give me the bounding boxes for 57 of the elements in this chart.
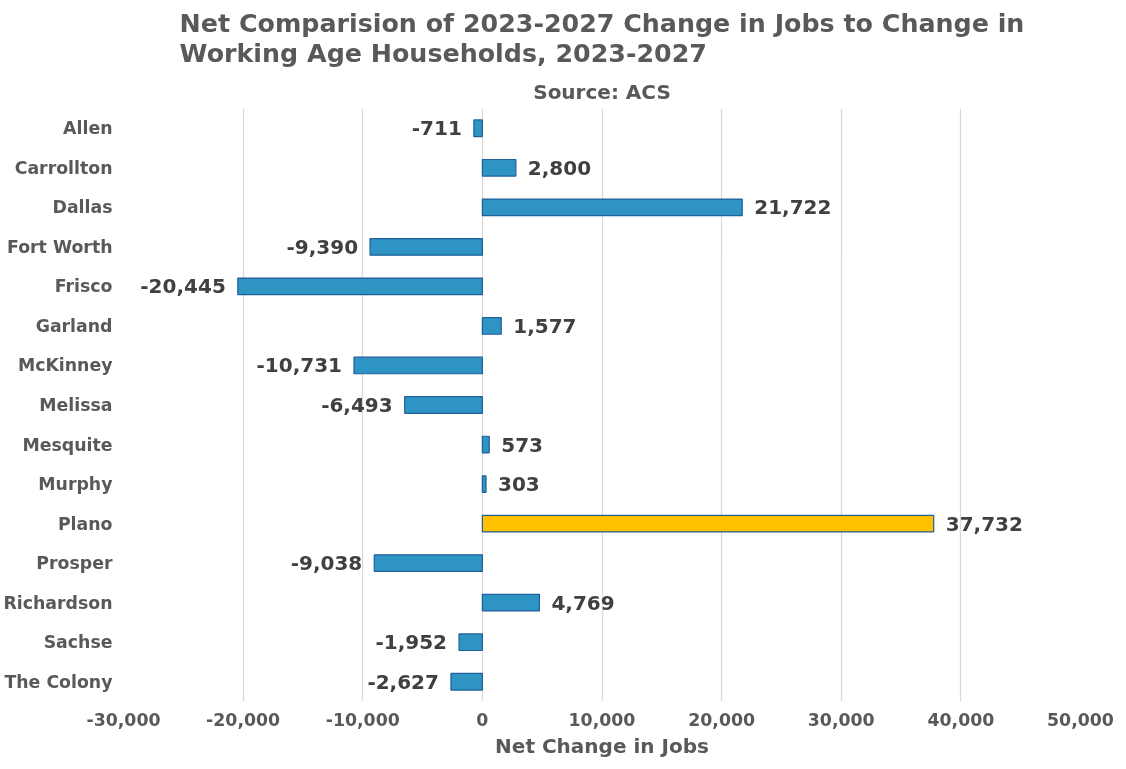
- y-tick-label: Garland: [35, 315, 113, 336]
- x-tick-label: 30,000: [807, 709, 875, 730]
- y-tick-label: Mesquite: [22, 434, 113, 455]
- x-tick-label: 0: [476, 709, 489, 730]
- data-label: 573: [501, 432, 543, 457]
- bar: [373, 554, 483, 573]
- data-label: 2,800: [527, 155, 592, 180]
- bar: [450, 672, 483, 691]
- bar: [481, 435, 490, 454]
- bar: [458, 633, 483, 652]
- y-tick-label: Prosper: [36, 553, 113, 574]
- x-tick-label: 40,000: [927, 709, 995, 730]
- data-label: -10,731: [256, 353, 343, 378]
- data-label: 21,722: [754, 195, 832, 220]
- data-label: 303: [498, 472, 540, 497]
- data-label: -9,038: [290, 551, 363, 576]
- x-tick-label: -20,000: [206, 709, 281, 730]
- chart-subtitle: Source: ACS: [533, 79, 671, 104]
- x-tick-label: 10,000: [568, 709, 636, 730]
- bar: [481, 317, 502, 335]
- data-label: -1,952: [375, 630, 448, 655]
- data-label: -9,390: [286, 234, 359, 259]
- x-tick-label: -30,000: [86, 709, 161, 730]
- y-tick-label: Murphy: [38, 474, 113, 495]
- x-axis-title: Net Change in Jobs: [495, 733, 709, 758]
- y-tick-label: McKinney: [17, 355, 113, 376]
- x-tick-label: 50,000: [1047, 709, 1114, 730]
- bar: [481, 475, 487, 493]
- y-tick-label: Plano: [57, 513, 113, 534]
- data-label: -20,445: [140, 274, 226, 299]
- y-tick-label: Frisco: [54, 276, 113, 297]
- bar: [404, 396, 483, 414]
- y-tick-label: Sachse: [43, 632, 113, 653]
- y-tick-label: Richardson: [3, 592, 113, 613]
- data-label: -711: [411, 116, 462, 141]
- y-tick-label: Allen: [63, 118, 113, 139]
- bar: [369, 237, 483, 256]
- data-label: 37,732: [945, 511, 1023, 536]
- y-tick-label: Fort Worth: [7, 236, 113, 257]
- y-tick-label: Melissa: [39, 395, 113, 415]
- bar: [481, 158, 517, 177]
- x-tick-label: -10,000: [325, 709, 400, 730]
- bar: [237, 277, 483, 296]
- y-tick-label: Carrollton: [14, 157, 113, 178]
- x-tick-label: 20,000: [688, 709, 756, 730]
- data-label: -2,627: [367, 669, 439, 694]
- bar: [473, 119, 483, 138]
- data-label: -6,493: [321, 393, 393, 417]
- data-label: 1,577: [513, 313, 577, 338]
- bar: [481, 198, 743, 217]
- bar: [481, 514, 935, 533]
- y-tick-label: Dallas: [52, 197, 113, 218]
- bar: [353, 356, 483, 375]
- y-tick-label: The Colony: [4, 671, 113, 692]
- chart-title: Net Comparision of 2023-2027 Change in Jobs to Change in Working Age Households, 2023-2027: [179, 7, 1025, 68]
- bar: [481, 593, 541, 612]
- data-label: 4,769: [551, 590, 615, 615]
